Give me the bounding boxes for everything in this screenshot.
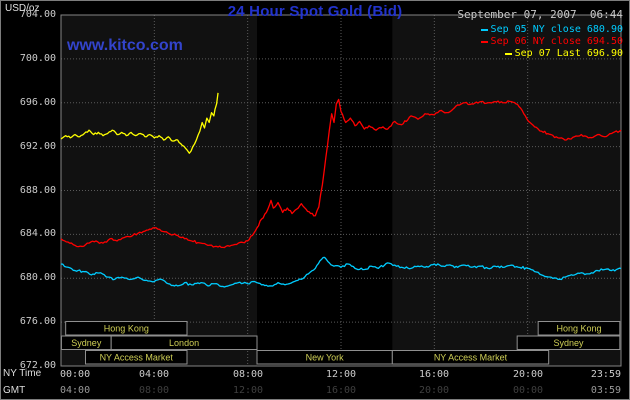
series-line-sep-05 — [60, 256, 622, 288]
session-box — [537, 321, 621, 336]
session-label: NY Access Market — [100, 353, 174, 363]
legend-label: Sep 06 NY close 694.50 — [490, 36, 623, 47]
chart-title: 24 Hour Spot Gold (Bid) — [227, 3, 403, 20]
session-label: London — [169, 338, 199, 348]
gmt-tick-label: 03:59 — [590, 385, 621, 396]
legend: Sep 05 NY close 680.90 Sep 06 NY close 6… — [480, 24, 623, 59]
x-tick-label: 16:00 — [418, 369, 450, 380]
x-tick-label: 08:00 — [232, 369, 264, 380]
ny-time-axis-label: NY Time — [3, 368, 42, 379]
datetime-label: September 07, 2007 06:44 — [457, 8, 623, 21]
x-tick-label: 04:00 — [138, 369, 170, 380]
y-tick-label: 700.00 — [19, 53, 56, 64]
y-axis-units-label: USD/oz — [5, 3, 40, 14]
legend-item-sep06: Sep 06 NY close 694.50 — [480, 36, 623, 47]
legend-line-marker-icon — [504, 52, 512, 55]
session-box — [516, 335, 621, 350]
session-label: Hong Kong — [556, 324, 601, 334]
y-tick-label: 704.00 — [19, 9, 56, 20]
y-tick-label: 676.00 — [19, 316, 56, 327]
gmt-tick-label: 04:00 — [60, 385, 91, 396]
y-tick-label: 692.00 — [19, 141, 56, 152]
gmt-tick-label: 12:00 — [232, 385, 264, 396]
legend-label: Sep 05 NY close 680.90 — [490, 24, 623, 35]
session-box — [110, 335, 258, 350]
session-box — [391, 350, 550, 365]
gmt-tick-label: 08:00 — [138, 385, 170, 396]
y-tick-label: 684.00 — [19, 228, 56, 239]
x-tick-label: 23:59 — [590, 369, 621, 380]
legend-line-marker-icon — [480, 28, 488, 31]
session-box — [85, 350, 188, 365]
legend-line-marker-icon — [480, 40, 488, 43]
gmt-tick-label: 16:00 — [325, 385, 357, 396]
series-line-sep-07 — [60, 92, 219, 154]
x-tick-label: 12:00 — [325, 369, 357, 380]
session-label: Sydney — [71, 338, 102, 348]
session-box — [65, 321, 188, 336]
gmt-axis-label: GMT — [3, 385, 26, 396]
x-tick-label: 20:00 — [512, 369, 544, 380]
series-line-sep-06 — [60, 98, 622, 249]
y-tick-label: 680.00 — [19, 272, 56, 283]
y-tick-label: 672.00 — [19, 360, 56, 371]
legend-item-sep07: Sep 07 Last 696.90 — [504, 48, 623, 59]
kitco-watermark-link[interactable]: www.kitco.com — [67, 37, 183, 54]
gmt-tick-label: 20:00 — [418, 385, 450, 396]
y-tick-label: 696.00 — [19, 97, 56, 108]
session-label: Sydney — [553, 338, 584, 348]
gmt-tick-label: 00:00 — [512, 385, 544, 396]
plot-border — [60, 14, 622, 367]
session-label: NY Access Market — [434, 353, 508, 363]
session-label: New York — [306, 353, 345, 363]
y-tick-label: 688.00 — [19, 185, 56, 196]
legend-label: Sep 07 Last 696.90 — [514, 48, 623, 59]
session-label: Hong Kong — [104, 324, 149, 334]
x-tick-label: 00:00 — [60, 369, 91, 380]
ny-session-band — [257, 15, 393, 366]
legend-item-sep05: Sep 05 NY close 680.90 — [480, 24, 623, 35]
